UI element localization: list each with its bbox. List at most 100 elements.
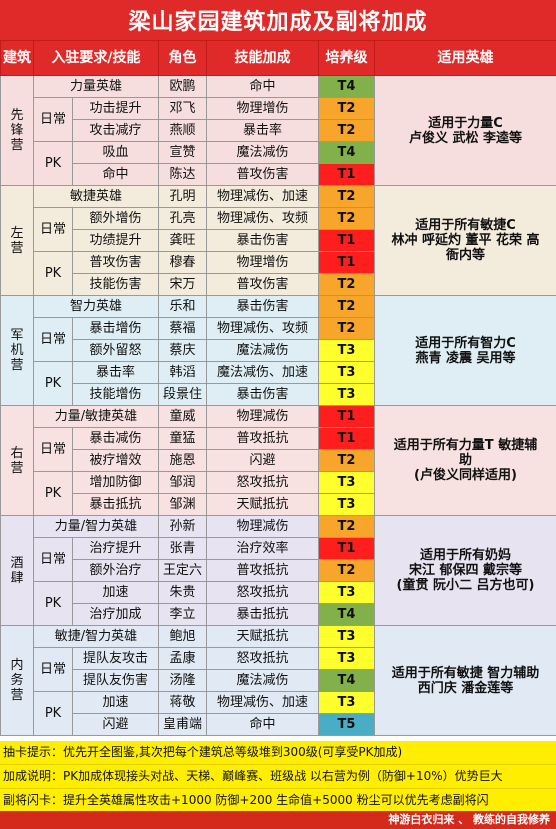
table-row: 额外留怒 蔡庆 魔法减伤 T3	[1, 339, 556, 362]
requirement-cell: 技能伤害	[72, 273, 159, 296]
role-cell: 李立	[158, 603, 207, 626]
bonus-table: 建筑 入驻要求/技能 角色 技能加成 培养级 适用英雄 先锋营力量英雄 欧鹏 命中 T…	[0, 40, 556, 736]
skill-cell: 物理减伤、攻频	[206, 317, 319, 340]
skill-cell: 普攻伤害	[206, 273, 319, 296]
camp-name-char: 肆	[10, 570, 24, 586]
tier-badge: T3	[318, 383, 375, 406]
requirement-cell: 敏捷/智力英雄	[33, 625, 159, 648]
table-row: 技能增伤 段景住 暴击伤害 T3	[1, 383, 556, 406]
skill-cell: 物理减伤、攻频	[206, 207, 319, 230]
role-cell: 欧鹏	[158, 75, 207, 98]
camp-name: 军机营	[0, 295, 34, 406]
table-row: 技能伤害 宋万 普攻伤害 T2	[1, 273, 556, 296]
role-cell: 施恩	[158, 449, 207, 472]
table-row: 右营力量/敏捷英雄 童威 物理减伤 T1 适用于所有力量T 敏捷辅助 (卢俊义同样适用)	[0, 405, 556, 516]
mode-daily-label: 日常	[33, 427, 73, 472]
hero-line: 卢俊义 武松 李逵等	[408, 130, 523, 146]
skill-cell: 魔法减伤	[206, 339, 319, 362]
tier-badge: T1	[318, 405, 375, 428]
tier-badge: T4	[318, 603, 375, 626]
role-cell: 蔡福	[158, 317, 207, 340]
tier-badge: T4	[318, 75, 375, 98]
requirement-cell: 额外治疗	[72, 559, 159, 582]
table-row: 酒肆力量/智力英雄 孙新 物理减伤 T2 适用于所有奶妈 宋江 郁保四 戴宗等 (童贯 阮小…	[0, 515, 556, 626]
tier-badge: T3	[318, 581, 375, 604]
table-row: PK 增加防御 邹润 怒攻抵抗 T3	[1, 471, 556, 516]
tier-badge: T1	[318, 251, 375, 274]
role-cell: 乐和	[158, 295, 207, 318]
skill-cell: 暴击伤害	[206, 383, 319, 406]
table-row: 日常 暴击增伤 蔡福 物理减伤、攻频 T2	[1, 317, 556, 362]
mode-pk-label: PK	[33, 581, 73, 626]
camp-name-char: 先	[10, 108, 24, 123]
note-draw-tip: 抽卡提示：优先开全图鉴,其次把每个建筑总等级堆到300级(可享受PK加成)	[0, 741, 556, 765]
table-row: 日常 治疗提升 张青 治疗效率 T1	[1, 537, 556, 582]
role-cell: 邹渊	[158, 493, 207, 516]
hero-line: 衙内等	[445, 248, 485, 263]
mode-daily-label: 日常	[33, 97, 73, 142]
tier-badge: T1	[318, 163, 375, 186]
skill-cell: 闪避	[206, 449, 319, 472]
tier-badge: T2	[318, 295, 375, 318]
tier-badge: T4	[318, 669, 375, 692]
skill-cell: 怒攻抵抗	[206, 647, 319, 670]
role-cell: 童威	[158, 405, 207, 428]
camp-name: 左营	[0, 185, 34, 296]
hero-line: 助	[458, 453, 472, 468]
hero-line: 适用于所有奶妈	[419, 548, 511, 563]
tier-badge: T1	[318, 537, 375, 560]
skill-cell: 暴击率	[206, 119, 319, 142]
mode-pk-label: PK	[33, 361, 73, 406]
skill-cell: 魔法减伤	[206, 141, 319, 164]
table-row: 命中 陈达 普攻伤害 T1	[1, 163, 556, 186]
note-flash-card: 副将闪卡：提升全英雄属性攻击+1000 防御+200 生命值+5000 粉尘可以…	[0, 789, 556, 813]
tier-badge: T1	[318, 427, 375, 450]
role-cell: 孔亮	[158, 207, 207, 230]
requirement-cell: 额外增伤	[72, 207, 159, 230]
table-row: PK 暴击率 韩滔 魔法减伤、加速 T3	[1, 361, 556, 406]
hero-line: 适用于力量C	[428, 115, 503, 131]
requirement-cell: 吸血	[72, 141, 159, 164]
applicable-heroes: 适用于力量C 卢俊义 武松 李逵等	[374, 75, 556, 186]
page-title: 梁山家园建筑加成及副将加成	[0, 0, 556, 40]
applicable-heroes: 适用于所有奶妈 宋江 郁保四 戴宗等 (童贯 阮小二 吕方也可)	[374, 515, 556, 626]
camp-name-char: 营	[10, 240, 24, 256]
table-row: 内务营敏捷/智力英雄 鲍旭 天赋抵抗 T3 适用于所有敏捷 智力辅助 西门庆 潘金莲等	[0, 625, 556, 736]
role-cell: 宣赞	[158, 141, 207, 164]
requirement-cell: 提队友攻击	[72, 647, 159, 670]
role-cell: 朱贵	[158, 581, 207, 604]
skill-cell: 暴击伤害	[206, 229, 319, 252]
camp-name-char: 机	[10, 343, 24, 358]
role-cell: 蒋敬	[158, 691, 207, 714]
requirement-cell: 闪避	[72, 713, 159, 736]
table-row: 闪避 皇甫端 命中 T5	[1, 713, 556, 736]
role-cell: 蔡庆	[158, 339, 207, 362]
tier-badge: T2	[318, 119, 375, 142]
skill-cell: 怒攻抵抗	[206, 471, 319, 494]
camp-name: 先锋营	[0, 75, 34, 186]
role-cell: 邓飞	[158, 97, 207, 120]
hero-line: (童贯 阮小二 吕方也可)	[396, 578, 535, 593]
tier-badge: T5	[318, 713, 375, 736]
skill-cell: 物理增伤	[206, 97, 319, 120]
requirement-cell: 技能增伤	[72, 383, 159, 406]
table-row: 提队友伤害 汤隆 魔法减伤 T4	[1, 669, 556, 692]
table-row: 日常 功击提升 邓飞 物理增伤 T2	[1, 97, 556, 142]
hero-line: 适用于所有智力C	[415, 335, 516, 351]
requirement-cell: 增加防御	[72, 471, 159, 494]
header-level: 培养级	[318, 40, 375, 76]
skill-cell: 命中	[206, 713, 319, 736]
tier-badge: T4	[318, 141, 375, 164]
hero-line: 适用于所有敏捷 智力辅助	[391, 665, 540, 681]
skill-cell: 魔法减伤	[206, 669, 319, 692]
role-cell: 龚旺	[158, 229, 207, 252]
requirement-cell: 力量/敏捷英雄	[33, 405, 159, 428]
camp-name: 右营	[0, 405, 34, 516]
mode-pk-label: PK	[33, 251, 73, 296]
tier-badge: T3	[318, 493, 375, 516]
hero-line: 林冲 呼延灼 董平 花荣 高	[391, 233, 540, 248]
tier-badge: T3	[318, 339, 375, 362]
camp-name-char: 营	[10, 358, 24, 373]
requirement-cell: 提队友伤害	[72, 669, 159, 692]
